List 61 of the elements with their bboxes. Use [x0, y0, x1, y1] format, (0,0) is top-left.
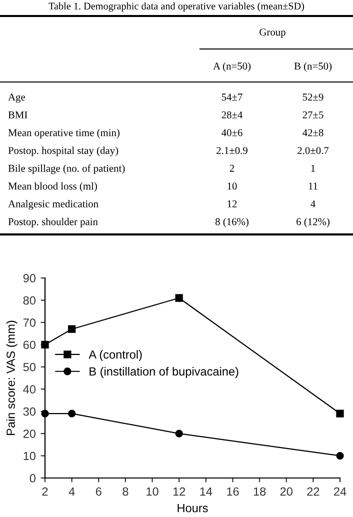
- text: 40±6: [222, 129, 242, 136]
- text: 4: [310, 200, 316, 208]
- y-tick-label: 80: [23, 296, 36, 305]
- text: Mean operative time (min): [8, 128, 120, 138]
- y-tick-label: 20: [23, 430, 36, 438]
- point: [175, 430, 183, 438]
- point: [336, 452, 344, 460]
- text: Group: [260, 28, 286, 38]
- y-tick-label: 90: [23, 274, 36, 282]
- text: Age: [8, 94, 25, 103]
- x-tick-label: 24: [334, 487, 346, 496]
- x-tick-label: 16: [227, 487, 239, 496]
- x-tick-label: 4: [68, 487, 75, 496]
- text: Postop. hospital stay (day): [8, 146, 118, 156]
- x-tick-label: 18: [254, 487, 266, 496]
- x-tick-label: 10: [146, 487, 158, 496]
- text: 42±8: [302, 129, 324, 136]
- x-tick-label: 14: [200, 487, 212, 496]
- text: 52±9: [302, 94, 324, 101]
- text: 2: [230, 164, 234, 172]
- text: 8 (16%): [215, 218, 248, 228]
- text: 12: [228, 200, 237, 208]
- y-axis-title: Pain score: VAS (mm): [6, 320, 18, 435]
- point: [175, 294, 183, 302]
- y-tick-label: 50: [23, 362, 36, 372]
- x-tick-label: 12: [173, 487, 186, 496]
- text: Analgesic medication: [8, 200, 98, 210]
- text: 2.0±0.7: [298, 146, 329, 154]
- x-tick-label: 20: [280, 487, 292, 496]
- y-tick-label: 0: [30, 474, 36, 482]
- text: BMI: [8, 111, 28, 118]
- y-tick-label: 70: [23, 318, 36, 327]
- text: 54±7: [222, 94, 242, 101]
- text: Postop. shoulder pain: [8, 218, 98, 228]
- legend-label: B (instillation of bupivacaine): [90, 366, 238, 378]
- y-tick-label: 60: [23, 340, 36, 350]
- text: 28±4: [222, 111, 243, 118]
- x-tick-label: 6: [96, 487, 102, 496]
- point: [68, 410, 76, 418]
- x-tick-label: 22: [307, 487, 320, 496]
- point: [336, 410, 344, 418]
- text: 27±5: [302, 111, 324, 118]
- point: [41, 340, 49, 348]
- text: Mean blood loss (ml): [8, 182, 97, 192]
- x-axis-title: Hours: [178, 504, 208, 512]
- text: 6 (12%): [296, 218, 330, 228]
- text: 10: [228, 182, 237, 190]
- legend-label: A (control): [88, 350, 142, 362]
- y-tick-label: 10: [24, 452, 36, 460]
- text: A (n=50): [213, 62, 251, 72]
- x-tick-label: 2: [42, 487, 48, 496]
- text: B (n=50): [294, 62, 332, 72]
- point: [68, 325, 76, 333]
- text: 1: [311, 164, 315, 172]
- text: Bile spillage (no. of patient): [8, 164, 125, 174]
- text: 11: [308, 182, 318, 190]
- y-tick-label: 30: [23, 407, 36, 416]
- x-tick-label: 8: [122, 487, 128, 496]
- text: Table 1. Demographic data and operative variables (mean±SD): [48, 2, 304, 12]
- text: 2.1±0.9: [216, 146, 248, 154]
- y-tick-label: 40: [23, 385, 36, 394]
